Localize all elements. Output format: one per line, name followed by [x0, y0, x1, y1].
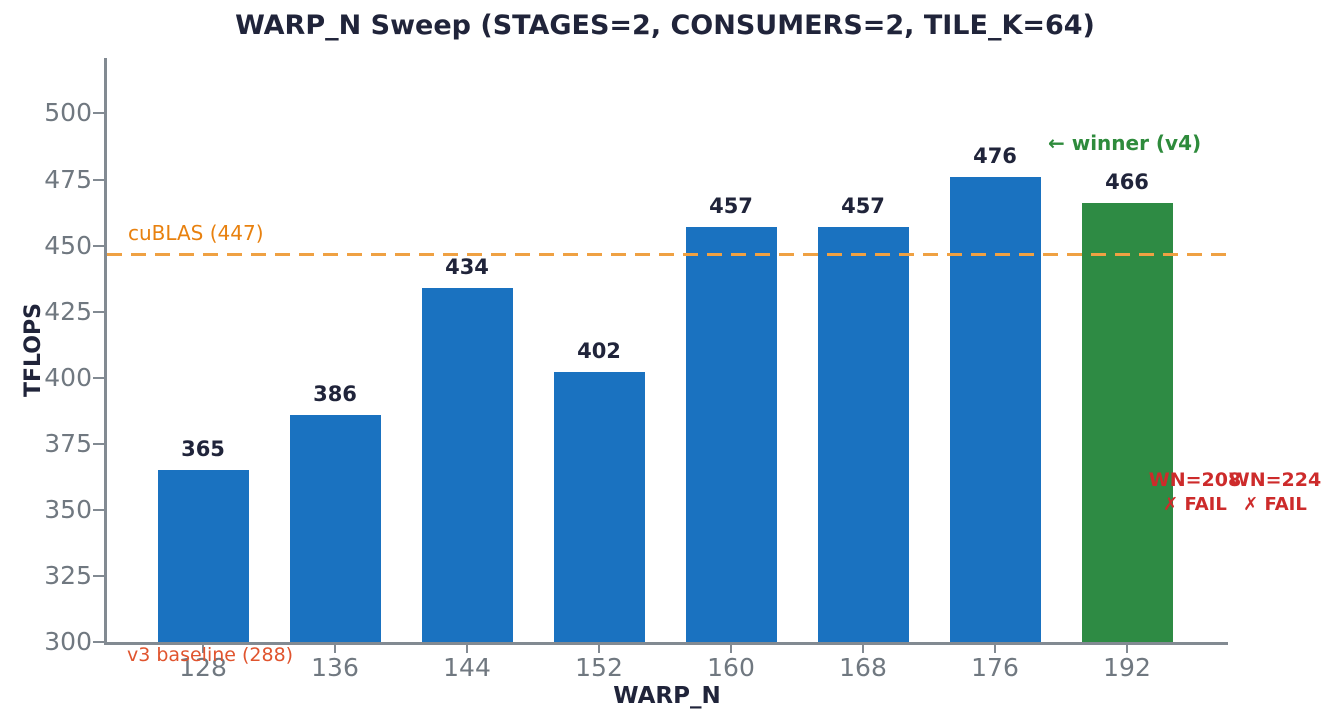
y-tick-mark — [93, 310, 104, 313]
y-tick-mark — [93, 112, 104, 115]
x-tick-mark — [202, 645, 204, 653]
bar-value-label: 365 — [181, 437, 225, 462]
x-axis-spine — [104, 642, 1228, 645]
bar-warpn-136 — [289, 414, 381, 642]
bar-warpn-168 — [817, 227, 909, 642]
fail-status-label: ✗ FAIL — [1163, 494, 1227, 515]
bar-warpn-176 — [949, 176, 1041, 642]
x-tick-mark — [466, 645, 468, 653]
fail-annotation-wn224: WN=224 ✗ FAIL — [1220, 468, 1330, 517]
y-tick-label: 350 — [44, 494, 92, 524]
y-tick-mark — [93, 244, 104, 247]
y-tick-mark — [93, 442, 104, 445]
x-tick-mark — [598, 645, 600, 653]
bar-value-label: 457 — [709, 194, 753, 219]
fail-annotation-wn208: WN=208 ✗ FAIL — [1140, 468, 1250, 517]
y-tick-label: 450 — [44, 230, 92, 260]
x-tick-label: 144 — [443, 653, 491, 682]
y-tick-label: 500 — [44, 98, 92, 128]
y-tick-label: 325 — [44, 560, 92, 590]
x-axis-label: WARP_N — [613, 683, 721, 709]
x-tick-mark — [730, 645, 732, 653]
x-tick-mark — [334, 645, 336, 653]
x-tick-mark — [994, 645, 996, 653]
y-tick-label: 425 — [44, 296, 92, 326]
bar-value-label: 402 — [577, 339, 621, 364]
x-tick-label: 160 — [707, 653, 755, 682]
y-tick-mark — [93, 574, 104, 577]
bar-value-label: 434 — [445, 254, 489, 279]
y-tick-mark — [93, 641, 104, 643]
y-tick-mark — [93, 178, 104, 181]
bar-warpn-128 — [157, 470, 249, 642]
x-tick-label: 152 — [575, 653, 623, 682]
bar-value-label: 476 — [973, 143, 1017, 168]
bar-value-label: 386 — [313, 381, 357, 406]
bar-value-label: 466 — [1105, 170, 1149, 195]
v3-baseline-note: v3 baseline (288) — [127, 644, 294, 666]
x-tick-mark — [1126, 645, 1128, 653]
fail-config-label: WN=208 — [1148, 469, 1242, 491]
y-axis-spine — [104, 58, 107, 645]
bar-warpn-160 — [685, 227, 777, 642]
y-tick-label: 300 — [44, 627, 92, 656]
bar-warpn-144 — [421, 287, 513, 642]
y-tick-mark — [93, 508, 104, 511]
winner-annotation: ← winner (v4) — [1048, 131, 1202, 155]
x-tick-label: 128 — [179, 653, 227, 682]
fail-status-label: ✗ FAIL — [1243, 494, 1307, 515]
fail-config-label: WN=224 — [1228, 469, 1322, 491]
x-tick-label: 176 — [971, 653, 1019, 682]
cublas-reference-label: cuBLAS (447) — [128, 221, 264, 245]
cublas-reference-line — [107, 252, 1227, 256]
y-tick-label: 375 — [44, 428, 92, 458]
x-tick-label: 192 — [1103, 653, 1151, 682]
bar-warpn-192 — [1081, 203, 1173, 642]
chart-title: WARP_N Sweep (STAGES=2, CONSUMERS=2, TIL… — [235, 10, 1095, 41]
bar-warpn-152 — [553, 372, 645, 642]
bar-value-label: 457 — [841, 194, 885, 219]
x-tick-label: 136 — [311, 653, 359, 682]
y-tick-label: 400 — [44, 362, 92, 392]
y-tick-label: 475 — [44, 164, 92, 194]
y-tick-mark — [93, 376, 104, 379]
x-tick-label: 168 — [839, 653, 887, 682]
x-tick-mark — [862, 645, 864, 653]
y-axis-label: TFLOPS — [21, 303, 46, 397]
